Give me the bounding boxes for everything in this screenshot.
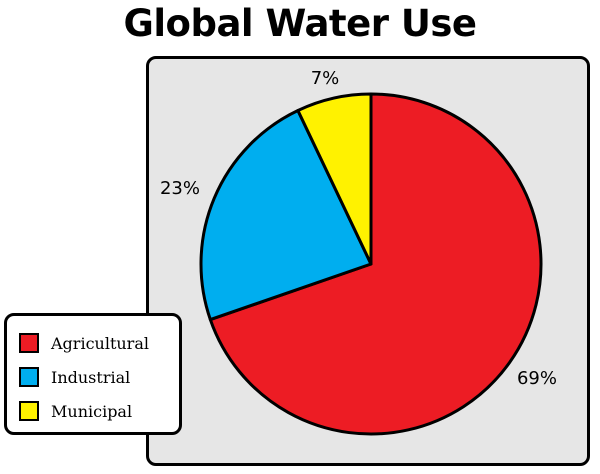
- data-label-industrial: 23%: [160, 178, 200, 199]
- legend-item-agricultural: Agricultural: [19, 330, 149, 356]
- legend-swatch-municipal: [19, 401, 39, 421]
- data-label-agricultural: 69%: [517, 368, 557, 389]
- chart-title: Global Water Use: [123, 2, 477, 45]
- legend-item-municipal: Municipal: [19, 398, 132, 424]
- legend: Agricultural Industrial Municipal: [4, 313, 182, 435]
- legend-label-agricultural: Agricultural: [51, 333, 149, 353]
- legend-item-industrial: Industrial: [19, 364, 130, 390]
- legend-swatch-agricultural: [19, 333, 39, 353]
- pie-slice-municipal: [296, 92, 373, 266]
- legend-label-municipal: Municipal: [51, 401, 133, 421]
- pie-slice-industrial: [199, 109, 373, 322]
- legend-label-industrial: Industrial: [51, 367, 131, 387]
- pie-slice-agricultural: [208, 92, 543, 436]
- data-label-municipal: 7%: [311, 68, 340, 89]
- legend-swatch-industrial: [19, 367, 39, 387]
